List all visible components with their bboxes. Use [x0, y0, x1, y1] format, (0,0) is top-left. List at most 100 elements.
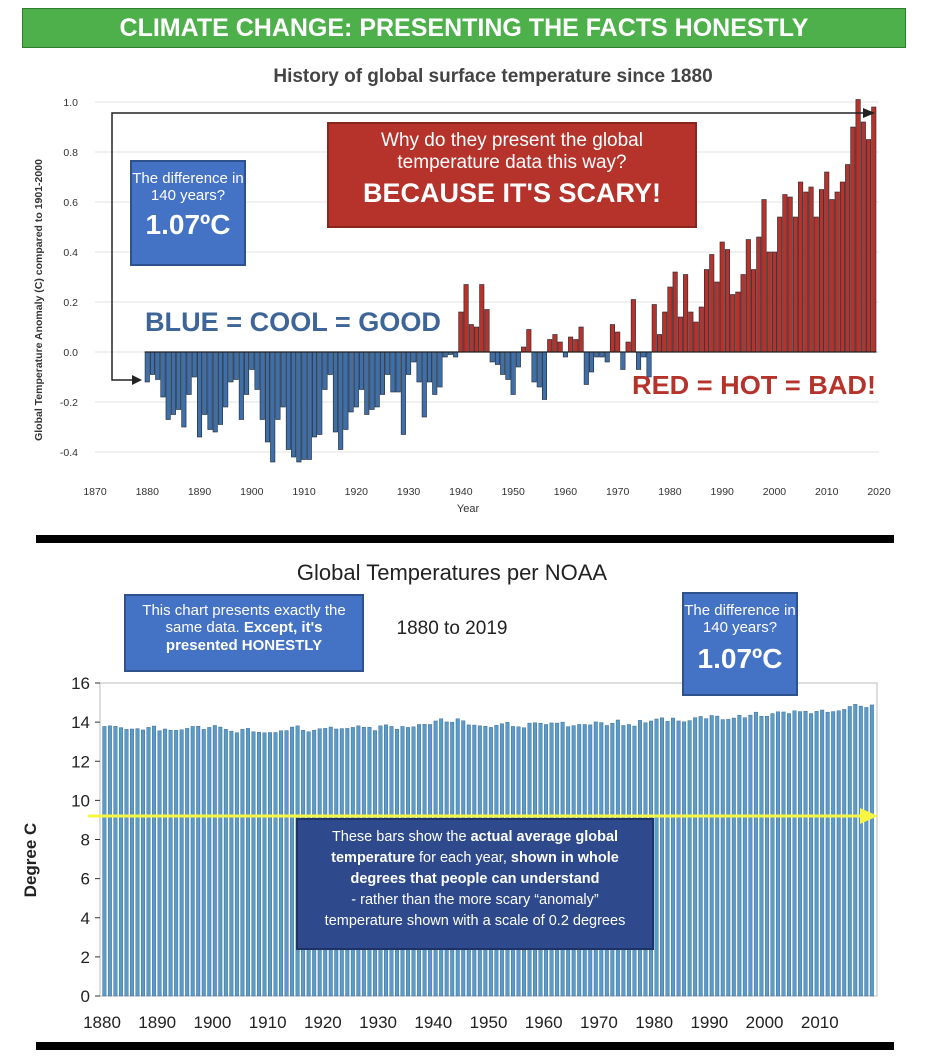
y-axis-label: Global Temperature Anomaly (C) compared …	[33, 159, 45, 441]
temperature-bar	[831, 711, 836, 997]
temperature-bar	[770, 713, 775, 997]
temperature-bar	[251, 731, 256, 997]
x-tick-label: 1980	[635, 1013, 673, 1032]
noaa-chart-title: Global Temperatures per NOAA	[297, 560, 608, 585]
temperature-bar	[245, 728, 250, 997]
question-line-2: temperature data this way?	[397, 151, 627, 173]
x-tick-label: 1990	[690, 1013, 728, 1032]
y-tick-label: 10	[71, 791, 90, 810]
temperature-bar	[731, 717, 736, 997]
temperature-bar	[748, 714, 753, 997]
question-line-1: Why do they present the global	[381, 130, 643, 151]
x-tick-label: 1910	[249, 1013, 287, 1032]
temperature-bar	[262, 732, 267, 997]
explain-line-2-bold-b: shown in whole	[510, 850, 619, 867]
divider-bottom	[36, 1042, 894, 1050]
noaa-chart-subtitle: 1880 to 2019	[397, 618, 508, 639]
temperature-bar	[168, 729, 173, 997]
note-line-2: same data.	[165, 619, 240, 637]
note-line-3: presented HONESTLY	[165, 636, 323, 654]
x-tick-label: 1970	[580, 1013, 618, 1032]
bottom-difference-callout: The difference in 140 years? 1.07ºC	[682, 592, 798, 696]
arrow-head-right-icon	[863, 108, 875, 118]
x-tick-label: 1900	[240, 486, 264, 498]
x-tick-label: 1990	[711, 486, 735, 498]
temperature-bar	[687, 720, 692, 997]
temperature-bar	[290, 726, 295, 997]
explain-line-2: for each year,	[419, 850, 507, 867]
temperature-bar	[720, 719, 725, 997]
temperature-bar	[146, 727, 151, 997]
temperature-bar	[130, 728, 134, 997]
temperature-bar	[234, 732, 239, 997]
y-tick-label: 0.4	[63, 247, 78, 259]
y-tick-label: 16	[71, 674, 90, 693]
temperature-bar	[864, 707, 869, 997]
y-tick-label: 4	[81, 909, 90, 928]
temperature-bar	[102, 726, 107, 997]
x-tick-label: 2020	[867, 486, 891, 498]
temperature-bar	[776, 711, 780, 997]
temperature-bar	[820, 709, 825, 997]
temperature-bar	[825, 711, 830, 997]
temperature-bar	[742, 717, 747, 997]
y-tick-label: 0	[81, 987, 90, 1006]
temperature-bar	[190, 726, 195, 997]
temperature-bar	[665, 721, 670, 997]
temperature-bar	[759, 716, 764, 997]
temperature-bar	[847, 706, 852, 997]
x-axis-label: Year	[457, 503, 480, 515]
temperature-bar	[141, 729, 145, 997]
temperature-bar	[163, 728, 168, 997]
arrow-head-start-icon	[132, 375, 142, 385]
note-line-1: This chart presents exactly the	[142, 602, 346, 619]
explain-line-2-bold: temperature	[331, 850, 415, 867]
difference-question: The difference in 140 years?	[684, 602, 796, 637]
temperature-bar	[787, 713, 791, 997]
x-tick-label: 1930	[397, 486, 421, 498]
temperature-bar	[196, 726, 201, 997]
x-tick-label: 1960	[525, 1013, 563, 1032]
temperature-bar	[803, 710, 808, 997]
honest-note-callout: This chart presents exactly the same dat…	[124, 594, 364, 672]
yellow-arrow-head-icon	[860, 808, 878, 824]
temperature-bar	[682, 721, 687, 997]
temperature-bar	[704, 718, 709, 997]
temperature-bar	[693, 717, 698, 997]
y-tick-label: 0.0	[63, 347, 78, 359]
temperature-bar	[764, 716, 769, 997]
x-tick-label: 1900	[194, 1013, 232, 1032]
temperature-bar	[273, 732, 278, 997]
x-tick-label: 2000	[763, 486, 787, 498]
y-tick-label: -0.2	[60, 397, 78, 409]
temperature-bar	[229, 730, 234, 997]
y-tick-label: 12	[71, 752, 90, 771]
temperature-bar	[853, 704, 858, 997]
temperature-bar	[715, 715, 720, 997]
temperature-bar	[814, 711, 819, 997]
y-tick-label: 0.2	[63, 297, 78, 309]
temperature-bar	[124, 729, 129, 997]
temperature-bar	[726, 719, 731, 997]
y-tick-label: 14	[71, 713, 90, 732]
temperature-bar	[869, 704, 874, 997]
temperature-bar	[279, 730, 284, 997]
temperature-bar	[174, 730, 179, 997]
temperature-bar	[284, 730, 289, 997]
top-difference-callout: The difference in 140 years? 1.07ºC	[130, 160, 246, 266]
temperature-bar	[753, 711, 758, 997]
difference-value: 1.07ºC	[145, 208, 231, 240]
x-tick-label: 1980	[658, 486, 682, 498]
temperature-bar	[118, 727, 123, 997]
x-tick-label: 1910	[292, 486, 316, 498]
x-tick-label: 1930	[359, 1013, 397, 1032]
x-tick-label: 1940	[414, 1013, 452, 1032]
title-banner: CLIMATE CHANGE: PRESENTING THE FACTS HON…	[22, 8, 906, 48]
explain-line-1-bold: actual average global	[470, 829, 619, 845]
temperature-bar	[781, 711, 786, 997]
red-hot-label: RED = HOT = BAD!	[632, 370, 876, 400]
question-answer: BECAUSE IT'S SCARY!	[363, 177, 661, 208]
x-tick-label: 1950	[470, 1013, 508, 1032]
anomaly-chart-title: History of global surface temperature si…	[273, 66, 712, 87]
temperature-bar	[152, 725, 157, 997]
